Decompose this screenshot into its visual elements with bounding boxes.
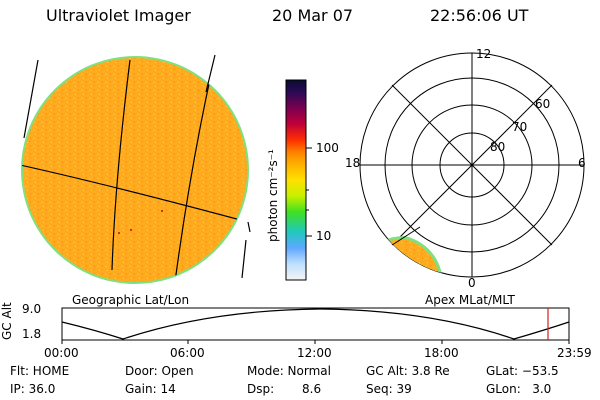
colorbar-tick-10: 10 bbox=[316, 229, 332, 243]
altitude-ytick-high: 9.0 bbox=[22, 302, 42, 316]
altitude-xtick-1200: 12:00 bbox=[297, 346, 332, 360]
sequence-number: Seq: 39 bbox=[366, 382, 412, 396]
altitude-xtick-2359: 23:59 bbox=[557, 346, 592, 360]
lat-label-70: 70 bbox=[512, 120, 528, 134]
date-label: 20 Mar 07 bbox=[272, 6, 354, 25]
dsp-label: Dsp: bbox=[247, 382, 275, 396]
instrument-title: Ultraviolet Imager bbox=[46, 6, 191, 25]
dsp-value: 8.6 bbox=[302, 382, 322, 396]
disk-image bbox=[23, 58, 247, 282]
colorbar-tick-100: 100 bbox=[316, 141, 339, 155]
colorbar bbox=[285, 79, 312, 281]
mlt-label-6: 6 bbox=[578, 156, 586, 170]
lat-label-80: 80 bbox=[490, 140, 506, 154]
colorbar-units-label: photon cm⁻²s⁻¹ bbox=[266, 149, 280, 242]
altitude-ylabel: GC Alt bbox=[0, 302, 14, 340]
geographic-panel-label: Geographic Lat/Lon bbox=[72, 293, 190, 307]
altitude-xtick-0600: 06:00 bbox=[170, 346, 205, 360]
altitude-xtick-1800: 18:00 bbox=[424, 346, 459, 360]
gc-altitude: GC Alt: 3.8 Re bbox=[366, 364, 450, 378]
geographic-latitude: GLat: −53.5 bbox=[486, 364, 559, 378]
meridian-line bbox=[174, 69, 213, 283]
mode-status: Mode: Normal bbox=[247, 364, 331, 378]
ip-value: IP: 36.0 bbox=[10, 382, 56, 396]
meridian-line-outside bbox=[205, 54, 216, 93]
gain-value: Gain: 14 bbox=[125, 382, 176, 396]
meridian-line bbox=[111, 59, 131, 271]
polar-plot-panel bbox=[359, 52, 585, 278]
meridian-line-outside bbox=[241, 239, 247, 279]
parallel-line bbox=[22, 164, 248, 223]
polar-image-region bbox=[371, 226, 443, 277]
altitude-plot bbox=[61, 307, 570, 344]
meridian-line-outside bbox=[23, 59, 39, 139]
door-status: Door: Open bbox=[125, 364, 194, 378]
mlt-label-18: 18 bbox=[345, 156, 361, 170]
altitude-curve bbox=[61, 308, 570, 340]
altitude-ytick-low: 1.8 bbox=[22, 327, 42, 341]
geographic-disk-panel bbox=[21, 54, 251, 284]
flight-status: Flt: HOME bbox=[10, 364, 70, 378]
geographic-longitude: GLon: 3.0 bbox=[486, 382, 552, 396]
polar-panel-label: Apex MLat/MLT bbox=[425, 293, 515, 307]
mlt-label-0: 0 bbox=[468, 276, 476, 290]
time-label: 22:56:06 UT bbox=[430, 6, 529, 25]
lat-label-60: 60 bbox=[535, 97, 551, 111]
polar-diagonal bbox=[391, 84, 553, 246]
mlt-label-12: 12 bbox=[476, 47, 492, 61]
altitude-xtick-0000: 00:00 bbox=[44, 346, 79, 360]
parallel-line-outside bbox=[247, 221, 251, 233]
